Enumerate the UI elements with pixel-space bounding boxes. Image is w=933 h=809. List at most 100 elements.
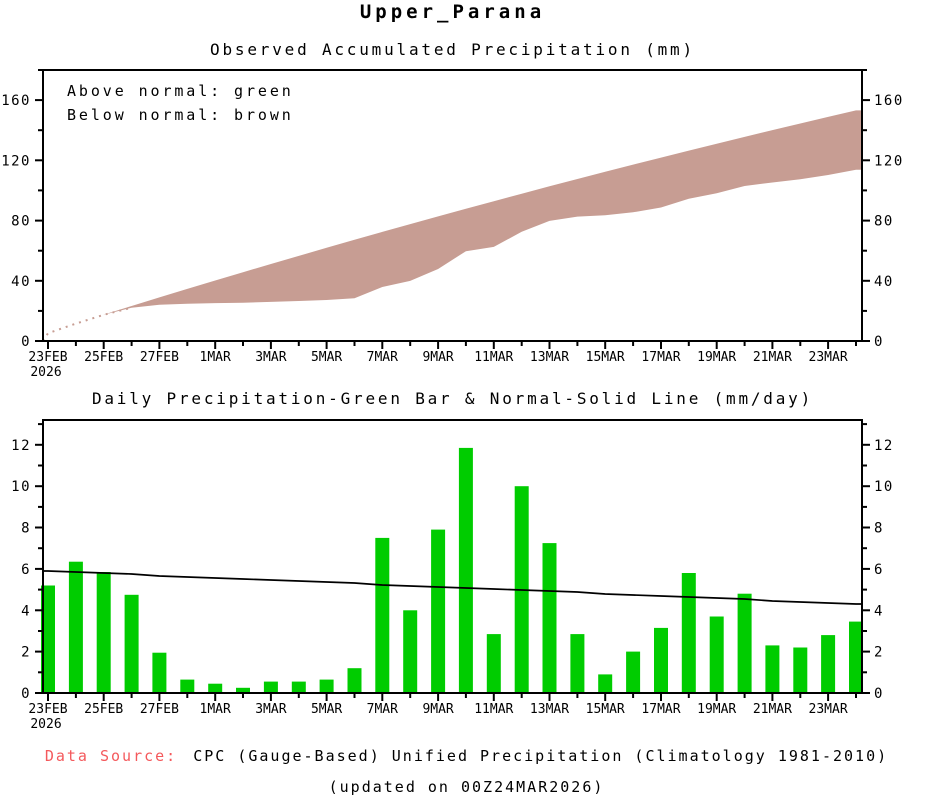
x-tick-label: 23MAR <box>809 702 848 717</box>
x-tick-label: 7MAR <box>367 702 398 717</box>
plot-frame <box>42 419 863 694</box>
year-label: 2026 <box>30 717 61 732</box>
daily-bar <box>263 681 278 693</box>
daily-bar <box>152 652 167 693</box>
x-tick-label: 21MAR <box>753 702 792 717</box>
y-tick-label: 10 <box>11 479 31 495</box>
y-tick-label: 120 <box>1 153 31 169</box>
daily-bar <box>236 687 250 693</box>
daily-precip-chart: 0 0 2 2 4 4 6 6 8 8 10 10 12 12 23FEB 25FEB 27FEB 1MAR 3MA… <box>11 419 894 732</box>
data-source-line: Data Source: CPC (Gauge-Based) Unified Pr… <box>0 747 933 765</box>
x-tick-label: 23FEB <box>28 350 67 365</box>
daily-chart-title: Daily Precipitation-Green Bar & Normal-S… <box>91 389 814 408</box>
daily-bar <box>431 529 446 693</box>
accumulated-chart-title: Observed Accumulated Precipitation (mm) <box>210 40 695 59</box>
x-tick-label: 15MAR <box>586 702 625 717</box>
y-tick-label: 2 <box>874 645 884 661</box>
daily-bar <box>542 543 557 693</box>
y-tick-label: 0 <box>21 334 31 350</box>
x-tick-label: 27FEB <box>140 702 179 717</box>
daily-bar <box>291 681 306 693</box>
y-tick-label: 4 <box>874 603 884 619</box>
x-tick-label: 3MAR <box>255 350 286 365</box>
daily-bar <box>598 674 613 693</box>
x-tick-label: 9MAR <box>422 702 453 717</box>
daily-bar <box>96 572 111 693</box>
x-tick-label: 3MAR <box>255 702 286 717</box>
daily-bar <box>654 627 668 693</box>
daily-bar <box>626 651 641 693</box>
daily-bar <box>570 634 585 693</box>
daily-bar <box>403 610 418 693</box>
daily-bar <box>765 645 780 693</box>
legend-above-normal: Above normal: green <box>67 82 294 100</box>
daily-bar <box>124 594 139 693</box>
y-tick-label: 40 <box>11 274 31 290</box>
x-tick-label: 17MAR <box>641 702 680 717</box>
daily-bar <box>458 447 473 693</box>
daily-bar <box>486 634 501 693</box>
x-tick-label: 5MAR <box>311 350 342 365</box>
daily-bar <box>709 616 724 693</box>
accumulated-precip-chart: 0 0 40 40 80 80 120 120 160 160 23FEB 25FEB 27FEB 1MA… <box>1 69 904 380</box>
x-tick-label: 13MAR <box>530 350 569 365</box>
y-tick-label: 4 <box>21 603 31 619</box>
x-tick-label: 19MAR <box>697 350 736 365</box>
y-tick-label: 12 <box>11 438 31 454</box>
daily-bar <box>208 683 223 693</box>
page-title: Upper_Parana <box>359 1 546 23</box>
y-tick-label: 120 <box>874 153 904 169</box>
daily-bar <box>375 537 390 693</box>
y-tick-label: 0 <box>874 334 884 350</box>
x-tick-label: 25FEB <box>84 702 123 717</box>
daily-bar <box>347 668 362 693</box>
x-tick-label: 17MAR <box>641 350 680 365</box>
y-tick-label: 10 <box>874 479 894 495</box>
daily-bar <box>68 561 83 693</box>
y-tick-label: 6 <box>874 562 884 578</box>
x-tick-label: 11MAR <box>474 702 513 717</box>
x-tick-label: 15MAR <box>586 350 625 365</box>
normal-line <box>43 570 862 605</box>
y-tick-label: 6 <box>21 562 31 578</box>
plot-frame <box>42 69 863 342</box>
y-tick-label: 8 <box>874 521 884 537</box>
x-tick-label: 23FEB <box>28 702 67 717</box>
updated-text: (updated on 00Z24MAR2026) <box>328 778 605 796</box>
x-tick-label: 13MAR <box>530 702 569 717</box>
x-tick-label: 7MAR <box>367 350 398 365</box>
daily-bar <box>41 585 55 693</box>
y-tick-label: 2 <box>21 645 31 661</box>
x-tick-label: 23MAR <box>809 350 848 365</box>
y-tick-label: 40 <box>874 274 894 290</box>
y-tick-label: 80 <box>874 214 894 230</box>
year-label: 2026 <box>30 365 61 380</box>
legend: Above normal: green Below normal: brown <box>67 79 294 127</box>
x-tick-label: 9MAR <box>422 350 453 365</box>
daily-bar <box>681 573 696 693</box>
daily-bar <box>180 679 195 693</box>
dotted-start-line <box>42 306 132 342</box>
x-tick-label: 25FEB <box>84 350 123 365</box>
legend-below-normal: Below normal: brown <box>67 106 294 124</box>
x-tick-label: 1MAR <box>200 702 231 717</box>
y-tick-label: 160 <box>1 93 31 109</box>
y-tick-label: 0 <box>21 686 31 702</box>
daily-bar <box>849 621 863 693</box>
y-tick-label: 80 <box>11 214 31 230</box>
x-tick-label: 21MAR <box>753 350 792 365</box>
data-source-label: Data Source: <box>44 747 178 765</box>
accumulated-band <box>103 110 862 315</box>
x-tick-label: 19MAR <box>697 702 736 717</box>
daily-bar <box>821 635 836 693</box>
x-tick-label: 11MAR <box>474 350 513 365</box>
y-tick-label: 0 <box>874 686 884 702</box>
x-tick-label: 5MAR <box>311 702 342 717</box>
x-tick-label: 27FEB <box>140 350 179 365</box>
daily-bar <box>737 593 752 693</box>
y-tick-label: 12 <box>874 438 894 454</box>
x-tick-label: 1MAR <box>200 350 231 365</box>
data-source-text: CPC (Gauge-Based) Unified Precipitation … <box>193 747 889 765</box>
